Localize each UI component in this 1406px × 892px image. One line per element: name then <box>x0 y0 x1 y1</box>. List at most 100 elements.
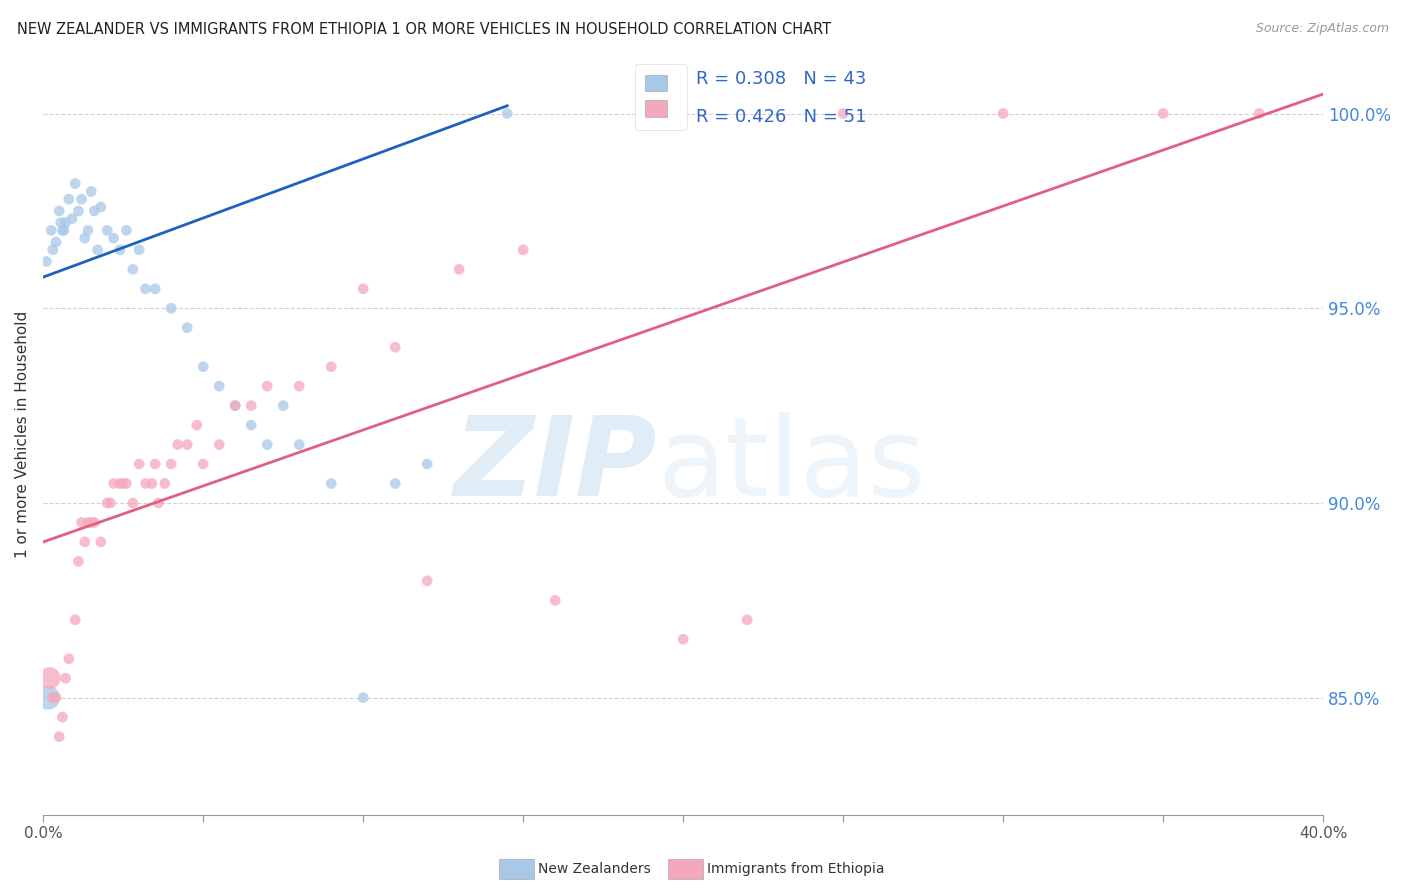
Legend: , : , <box>634 64 688 129</box>
Point <box>416 457 439 471</box>
Point <box>141 476 163 491</box>
Point <box>37 690 59 705</box>
Point <box>48 203 70 218</box>
Text: ZIP: ZIP <box>454 412 658 519</box>
Point <box>148 496 170 510</box>
Point <box>63 177 86 191</box>
Point <box>73 231 96 245</box>
Point <box>384 476 406 491</box>
Point <box>60 211 83 226</box>
Point <box>271 399 294 413</box>
Point <box>42 690 65 705</box>
Point <box>1249 106 1271 120</box>
Point <box>186 418 208 433</box>
Point <box>112 476 135 491</box>
Point <box>45 235 67 249</box>
Point <box>143 282 166 296</box>
Point <box>100 496 122 510</box>
Point <box>240 399 263 413</box>
Point <box>449 262 471 277</box>
Point <box>496 106 519 120</box>
Point <box>48 730 70 744</box>
Point <box>51 223 73 237</box>
Text: R = 0.426   N = 51: R = 0.426 N = 51 <box>696 109 866 127</box>
Point <box>67 554 90 568</box>
Y-axis label: 1 or more Vehicles in Household: 1 or more Vehicles in Household <box>15 311 30 558</box>
Point <box>39 223 62 237</box>
Point <box>108 243 131 257</box>
Point <box>96 223 118 237</box>
Point <box>77 516 100 530</box>
Point <box>70 516 93 530</box>
Point <box>42 243 65 257</box>
Point <box>128 457 150 471</box>
Point <box>121 262 143 277</box>
Point <box>256 437 278 451</box>
Text: Immigrants from Ethiopia: Immigrants from Ethiopia <box>707 862 884 876</box>
Point <box>208 379 231 393</box>
Point <box>90 200 112 214</box>
Point <box>512 243 534 257</box>
Point <box>103 231 125 245</box>
Point <box>321 476 343 491</box>
Text: atlas: atlas <box>658 412 927 519</box>
Point <box>352 282 374 296</box>
Point <box>121 496 143 510</box>
Point <box>208 437 231 451</box>
Point <box>176 320 198 334</box>
Point <box>58 192 80 206</box>
Point <box>73 535 96 549</box>
Point <box>991 106 1014 120</box>
Text: NEW ZEALANDER VS IMMIGRANTS FROM ETHIOPIA 1 OR MORE VEHICLES IN HOUSEHOLD CORREL: NEW ZEALANDER VS IMMIGRANTS FROM ETHIOPI… <box>17 22 831 37</box>
Point <box>38 671 60 685</box>
Point <box>384 340 406 354</box>
Point <box>135 282 157 296</box>
Text: Source: ZipAtlas.com: Source: ZipAtlas.com <box>1256 22 1389 36</box>
Point <box>321 359 343 374</box>
Point <box>115 476 138 491</box>
Point <box>832 106 855 120</box>
Point <box>108 476 131 491</box>
Point <box>193 457 215 471</box>
Point <box>49 216 72 230</box>
Text: New Zealanders: New Zealanders <box>538 862 651 876</box>
Text: R = 0.308   N = 43: R = 0.308 N = 43 <box>696 70 866 88</box>
Point <box>735 613 758 627</box>
Point <box>86 243 108 257</box>
Point <box>672 632 695 647</box>
Point <box>176 437 198 451</box>
Point <box>256 379 278 393</box>
Point <box>103 476 125 491</box>
Point <box>224 399 246 413</box>
Point <box>80 185 103 199</box>
Point <box>224 399 246 413</box>
Point <box>70 192 93 206</box>
Point <box>128 243 150 257</box>
Point <box>115 223 138 237</box>
Point <box>288 379 311 393</box>
Point <box>160 457 183 471</box>
Point <box>80 516 103 530</box>
Point <box>67 203 90 218</box>
Point <box>45 690 67 705</box>
Point <box>153 476 176 491</box>
Point <box>143 457 166 471</box>
Point <box>288 437 311 451</box>
Point <box>83 516 105 530</box>
Point <box>544 593 567 607</box>
Point <box>35 254 58 268</box>
Point <box>240 418 263 433</box>
Point <box>352 690 374 705</box>
Point <box>193 359 215 374</box>
Point <box>53 223 76 237</box>
Point <box>90 535 112 549</box>
Point <box>1152 106 1174 120</box>
Point <box>135 476 157 491</box>
Point <box>77 223 100 237</box>
Point <box>166 437 188 451</box>
Point <box>416 574 439 588</box>
Point <box>51 710 73 724</box>
Point <box>55 216 77 230</box>
Point <box>83 203 105 218</box>
Point <box>96 496 118 510</box>
